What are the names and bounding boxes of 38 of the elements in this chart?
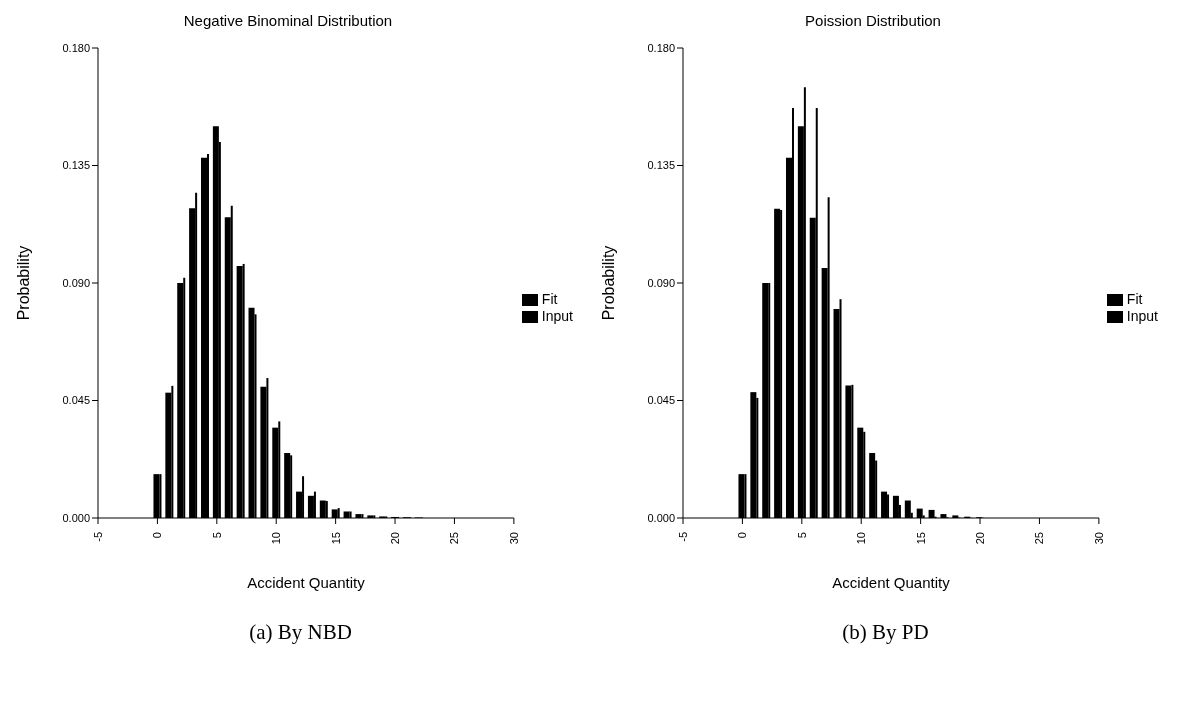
y-tick-label: 0.180	[62, 41, 90, 54]
y-tick-label: 0.135	[62, 159, 90, 172]
legend-label: Input	[1126, 308, 1158, 324]
chart-title: Poission Distribution	[805, 12, 941, 29]
y-tick-label: 0.180	[647, 41, 675, 54]
y-tick-label: 0.000	[647, 511, 675, 524]
x-tick-label: 0	[736, 532, 749, 539]
y-axis-title: Probability	[599, 245, 617, 321]
x-tick-label: 30	[507, 532, 520, 545]
x-tick-label: 0	[151, 532, 164, 539]
x-axis-title: Accident Quantity	[247, 574, 366, 591]
legend-label: Input	[541, 308, 573, 324]
y-tick-label: 0.045	[647, 394, 675, 407]
x-tick-label: -5	[677, 532, 689, 542]
x-tick-label: 20	[389, 532, 402, 545]
x-tick-label: 5	[210, 532, 223, 539]
y-tick-label: 0.090	[62, 276, 90, 289]
x-tick-label: 30	[1092, 532, 1105, 545]
x-axis-title: Accident Quantity	[832, 574, 951, 591]
y-tick-label: 0.090	[647, 276, 675, 289]
x-tick-label: 10	[270, 532, 283, 545]
x-tick-label: 15	[329, 532, 342, 545]
x-tick-label: 25	[448, 532, 461, 545]
y-tick-label: 0.000	[62, 511, 90, 524]
y-tick-label: 0.045	[62, 394, 90, 407]
x-tick-label: 25	[1033, 532, 1046, 545]
y-tick-label: 0.135	[647, 159, 675, 172]
text: (a) By NBD	[249, 620, 352, 645]
legend-label: Fit	[1126, 290, 1143, 307]
x-tick-label: -5	[92, 532, 104, 542]
y-axis-title: Probability	[14, 245, 32, 321]
x-tick-label: 15	[914, 532, 927, 545]
text: (b) By PD	[842, 620, 929, 645]
x-tick-label: 10	[855, 532, 868, 545]
legend-label: Fit	[541, 290, 558, 307]
x-tick-label: 5	[795, 532, 808, 539]
chart-title: Negative Binominal Distribution	[183, 12, 393, 29]
x-tick-label: 20	[974, 532, 987, 545]
